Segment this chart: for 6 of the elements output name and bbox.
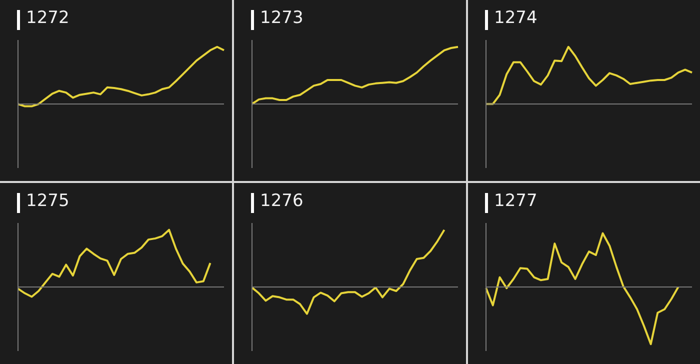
chart-title: 1273	[260, 8, 304, 28]
chart-title: 1275	[26, 191, 70, 211]
chart-title: 1277	[494, 191, 538, 211]
chart-title: 1272	[26, 8, 70, 28]
chart-title: 1274	[494, 8, 538, 28]
chart-title: 1276	[260, 191, 304, 211]
